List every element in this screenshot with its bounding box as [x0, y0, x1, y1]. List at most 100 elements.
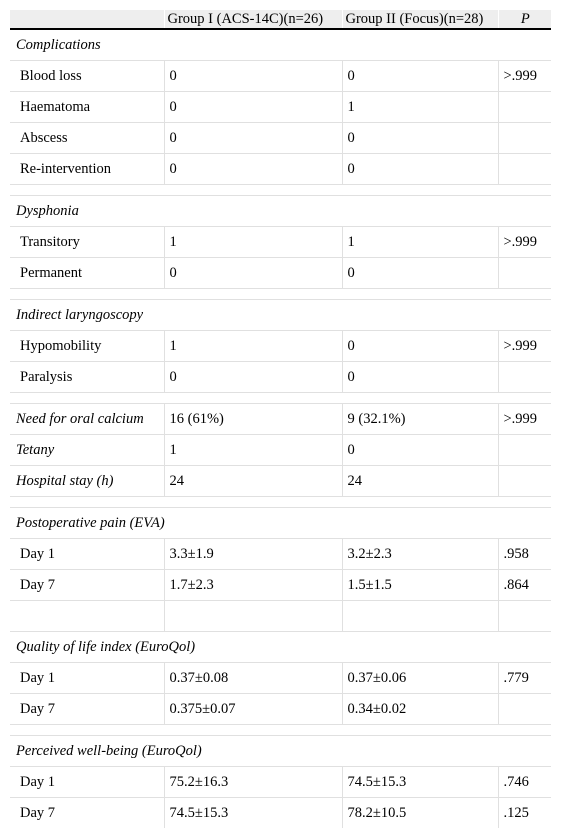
row-label: Day 1 [10, 662, 164, 694]
group2-value: 0 [341, 361, 498, 393]
table-row: Day 1 0.37±0.08 0.37±0.06 .779 [10, 662, 551, 694]
header-group2: Group II (Focus)(n=28) [341, 10, 498, 30]
group1-value: 0 [163, 122, 342, 154]
row-label: Re-intervention [10, 153, 164, 185]
spacer-row [10, 184, 551, 196]
section-row: Quality of life index (EuroQol) [10, 631, 551, 663]
section-heading: Indirect laryngoscopy [10, 299, 551, 331]
spacer-row [10, 392, 551, 404]
empty-cell [10, 600, 164, 632]
group2-value: 0 [341, 122, 498, 154]
empty-cell [163, 600, 342, 632]
spacer-row [10, 288, 551, 300]
table-row: Day 7 74.5±15.3 78.2±10.5 .125 [10, 797, 551, 828]
header-p-value: P [497, 10, 551, 30]
group1-value: 75.2±16.3 [163, 766, 342, 798]
p-value [497, 257, 551, 289]
row-label: Hypomobility [10, 330, 164, 362]
table-row: Transitory 1 1 >.999 [10, 226, 551, 258]
group2-value: 0.37±0.06 [341, 662, 498, 694]
p-value: .746 [497, 766, 551, 798]
table-row: Day 7 0.375±0.07 0.34±0.02 [10, 693, 551, 725]
spacer-cell [10, 724, 551, 736]
group1-value: 0 [163, 153, 342, 185]
header-cell-blank [10, 10, 164, 30]
group1-value: 0 [163, 91, 342, 123]
table-row: Abscess 0 0 [10, 122, 551, 154]
group2-value: 0.34±0.02 [341, 693, 498, 725]
section-heading: Postoperative pain (EVA) [10, 507, 551, 539]
group1-value: 0.375±0.07 [163, 693, 342, 725]
table-header: Group I (ACS-14C)(n=26) Group II (Focus)… [10, 10, 551, 30]
table-row: Hypomobility 1 0 >.999 [10, 330, 551, 362]
p-value: .958 [497, 538, 551, 570]
p-value [497, 693, 551, 725]
table-row: Hospital stay (h) 24 24 [10, 465, 551, 497]
spacer-row [10, 724, 551, 736]
section-heading: Dysphonia [10, 195, 551, 227]
table-row: Haematoma 0 1 [10, 91, 551, 123]
row-label: Paralysis [10, 361, 164, 393]
table-row: Need for oral calcium 16 (61%) 9 (32.1%)… [10, 403, 551, 435]
group1-value: 1.7±2.3 [163, 569, 342, 601]
group1-value: 74.5±15.3 [163, 797, 342, 828]
section-row: Indirect laryngoscopy [10, 299, 551, 331]
group1-value: 0 [163, 257, 342, 289]
section-row: Postoperative pain (EVA) [10, 507, 551, 539]
row-label: Day 1 [10, 766, 164, 798]
table-row: Permanent 0 0 [10, 257, 551, 289]
p-value: .864 [497, 569, 551, 601]
row-label: Day 7 [10, 569, 164, 601]
row-label: Need for oral calcium [10, 403, 164, 435]
empty-row [10, 600, 551, 632]
empty-cell [341, 600, 498, 632]
group2-value: 0 [341, 153, 498, 185]
p-value [497, 91, 551, 123]
empty-cell [497, 600, 551, 632]
p-value: .779 [497, 662, 551, 694]
p-value [497, 122, 551, 154]
table-row: Day 7 1.7±2.3 1.5±1.5 .864 [10, 569, 551, 601]
table-row: Re-intervention 0 0 [10, 153, 551, 185]
section-heading: Perceived well-being (EuroQol) [10, 735, 551, 767]
row-label: Transitory [10, 226, 164, 258]
row-label: Day 1 [10, 538, 164, 570]
group1-value: 1 [163, 226, 342, 258]
group2-value: 1 [341, 91, 498, 123]
table-row: Day 1 3.3±1.9 3.2±2.3 .958 [10, 538, 551, 570]
header-group1: Group I (ACS-14C)(n=26) [163, 10, 342, 30]
section-row: Dysphonia [10, 195, 551, 227]
p-value: >.999 [497, 226, 551, 258]
spacer-cell [10, 288, 551, 300]
group2-value: 1.5±1.5 [341, 569, 498, 601]
table-row: Blood loss 0 0 >.999 [10, 60, 551, 92]
p-value: >.999 [497, 403, 551, 435]
group2-value: 0 [341, 257, 498, 289]
group1-value: 24 [163, 465, 342, 497]
p-value: >.999 [497, 330, 551, 362]
table-row: Tetany 1 0 [10, 434, 551, 466]
p-value [497, 361, 551, 393]
spacer-row [10, 496, 551, 508]
group2-value: 74.5±15.3 [341, 766, 498, 798]
group2-value: 0 [341, 330, 498, 362]
p-value [497, 153, 551, 185]
group2-value: 9 (32.1%) [341, 403, 498, 435]
group1-value: 3.3±1.9 [163, 538, 342, 570]
row-label: Abscess [10, 122, 164, 154]
group2-value: 1 [341, 226, 498, 258]
p-value [497, 465, 551, 497]
spacer-cell [10, 496, 551, 508]
p-value: >.999 [497, 60, 551, 92]
row-label: Haematoma [10, 91, 164, 123]
group1-value: 0.37±0.08 [163, 662, 342, 694]
p-value: .125 [497, 797, 551, 828]
p-value [497, 434, 551, 466]
group1-value: 1 [163, 330, 342, 362]
row-label: Blood loss [10, 60, 164, 92]
group1-value: 0 [163, 361, 342, 393]
group1-value: 1 [163, 434, 342, 466]
section-row: Complications [10, 28, 551, 61]
table-row: Paralysis 0 0 [10, 361, 551, 393]
spacer-cell [10, 184, 551, 196]
